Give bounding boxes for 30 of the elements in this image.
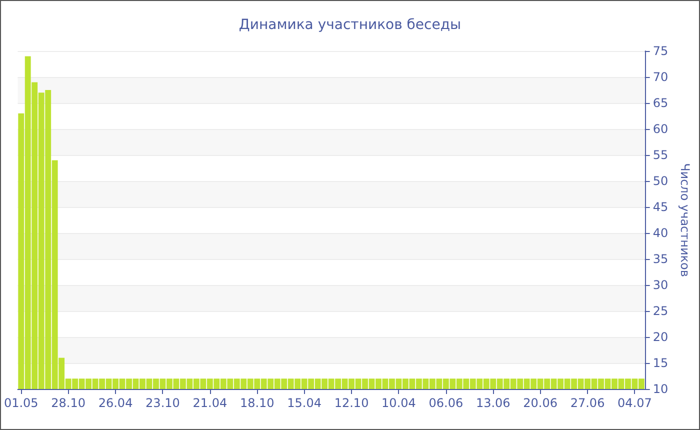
y-tick-label: 20 xyxy=(652,330,668,344)
x-tick-label: 04.07 xyxy=(618,396,652,410)
x-tick-label: 26.04 xyxy=(98,396,133,410)
y-tick-label: 10 xyxy=(652,382,668,396)
chart-title: Динамика участников беседы xyxy=(238,17,462,33)
x-tick-label: 27.06 xyxy=(570,396,605,410)
y-tick-label: 60 xyxy=(652,122,668,136)
x-tick-label: 01.05 xyxy=(4,396,38,410)
x-tick-label: 13.06 xyxy=(476,396,510,410)
x-tick-label: 06.06 xyxy=(428,396,464,410)
x-tick-label: 12.10 xyxy=(334,396,369,410)
y-tick-label: 45 xyxy=(652,200,668,214)
y-tick-label: 25 xyxy=(652,304,668,318)
x-tick-label: 23.10 xyxy=(146,396,180,410)
x-tick-label: 21.04 xyxy=(192,396,228,410)
y-tick-label: 40 xyxy=(652,226,668,240)
y-tick-label: 30 xyxy=(652,278,668,292)
y-tick-label: 65 xyxy=(652,96,668,110)
y-tick-label: 70 xyxy=(652,70,668,84)
x-tick-label: 10.04 xyxy=(382,396,416,410)
x-tick-label: 18.10 xyxy=(240,396,274,410)
y-tick-label: 75 xyxy=(652,44,668,58)
x-tick-label: 28.10 xyxy=(51,396,86,410)
y-tick-label: 55 xyxy=(652,148,668,162)
y-tick-label: 50 xyxy=(652,174,668,188)
x-tick-label: 20.06 xyxy=(523,396,558,410)
y-tick-label: 15 xyxy=(652,356,668,370)
x-tick-label: 15.04 xyxy=(287,396,322,410)
y-axis-title: Число участников xyxy=(678,163,692,277)
y-tick-label: 35 xyxy=(652,252,668,266)
